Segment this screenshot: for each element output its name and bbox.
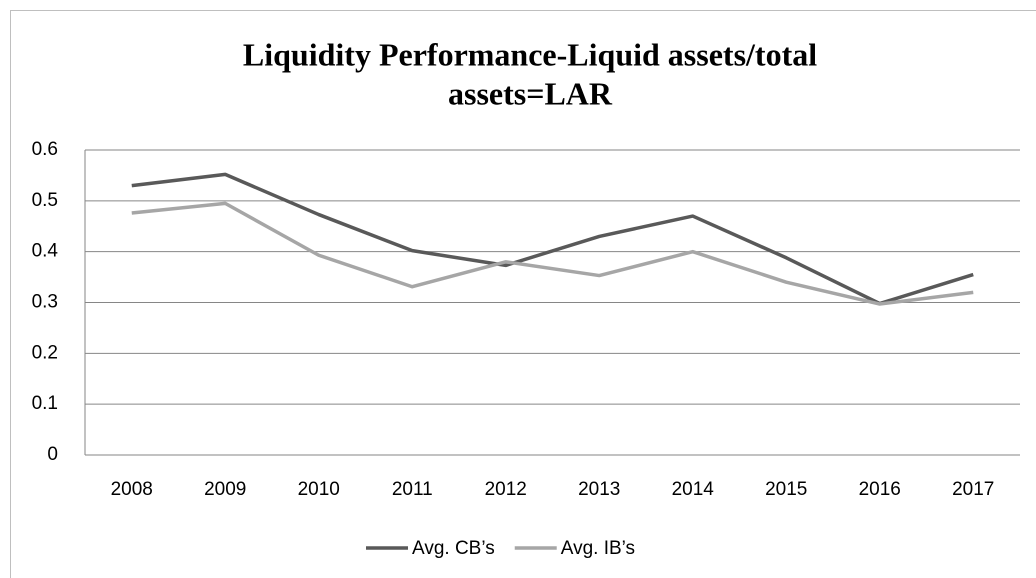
series-line — [131, 172, 974, 306]
x-tick-label: 2015 — [765, 479, 807, 500]
y-tick-label: 0.4 — [32, 241, 59, 262]
chart-title: Liquidity Performance-Liquid assets/tota… — [243, 36, 817, 72]
y-tick-label: 0.5 — [32, 190, 58, 211]
y-tick-label: 0 — [47, 444, 58, 465]
y-tick-label: 0.2 — [32, 342, 58, 363]
x-tick-label: 2017 — [952, 479, 994, 500]
x-tick-label: 2013 — [578, 479, 620, 500]
x-tick-label: 2008 — [111, 479, 153, 500]
y-tick-label: 0.1 — [32, 393, 58, 414]
series-line — [131, 201, 974, 306]
chart-frame — [10, 10, 1036, 578]
y-tick-label: 0.3 — [32, 292, 58, 313]
chart-title: assets=LAR — [448, 75, 613, 111]
y-tick-label: 0.6 — [32, 139, 58, 160]
legend-label: Avg. IB’s — [561, 538, 635, 559]
x-tick-label: 2014 — [672, 479, 715, 500]
x-tick-label: 2010 — [298, 479, 340, 500]
x-tick-label: 2012 — [485, 479, 527, 500]
x-tick-label: 2009 — [204, 479, 246, 500]
legend-label: Avg. CB’s — [412, 538, 495, 559]
x-tick-label: 2016 — [859, 479, 901, 500]
x-tick-label: 2011 — [392, 479, 433, 500]
